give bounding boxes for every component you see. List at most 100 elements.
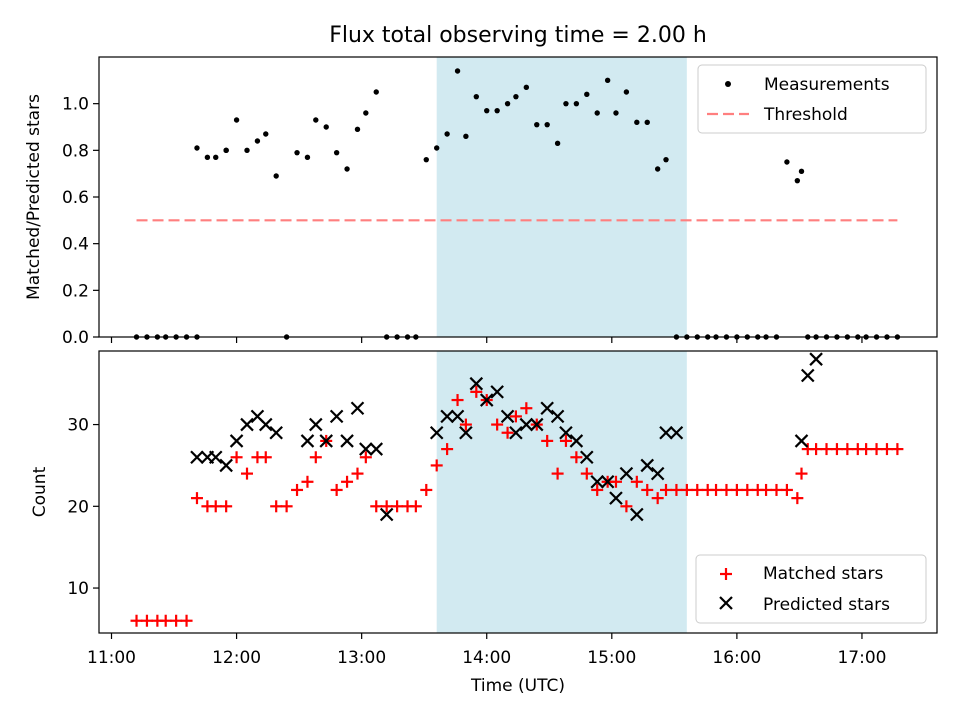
matched-star-point — [491, 418, 504, 431]
predicted-star-point — [269, 425, 283, 440]
predicted-star-point — [809, 352, 823, 366]
matched-star-point — [459, 418, 472, 431]
legend-matched-label: Matched stars — [763, 564, 883, 584]
measurement-point — [594, 110, 600, 116]
matched-star-point — [330, 483, 343, 496]
matched-star-point — [770, 483, 783, 496]
matched-star-point — [651, 492, 664, 505]
predicted-star-point — [309, 417, 323, 432]
x-axis-label: Time (UTC) — [470, 676, 565, 696]
predicted-star-point — [359, 442, 373, 456]
x-tick-label: 13:00 — [337, 648, 386, 668]
measurement-point — [194, 145, 200, 151]
predicted-star-point — [659, 425, 673, 440]
measurement-point — [444, 131, 450, 137]
measurement-point — [784, 159, 790, 165]
predicted-star-point — [640, 458, 655, 473]
matched-star-point — [351, 467, 364, 480]
predicted-star-point — [490, 385, 504, 399]
matched-star-point — [309, 451, 322, 464]
top-panel: 0.0 0.2 0.4 0.6 0.8 1.0 Matched/Predicted sta… — [24, 56, 938, 348]
matched-star-point — [741, 483, 754, 496]
measurement-point — [323, 124, 329, 130]
predicted-star-point — [329, 409, 344, 424]
y-tick-label: 0.4 — [62, 235, 89, 255]
measurement-point — [223, 147, 229, 154]
measurement-point — [654, 166, 661, 172]
matched-star-point — [591, 483, 604, 496]
predicted-star-point — [369, 442, 384, 456]
legend-measurement-marker — [725, 81, 731, 87]
matched-star-point — [730, 483, 743, 496]
predicted-stars-points — [190, 352, 823, 522]
predicted-star-point — [794, 434, 809, 448]
predicted-star-point — [559, 425, 573, 440]
top-y-ticks: 0.0 0.2 0.4 0.6 0.8 1.0 — [62, 95, 99, 348]
predicted-star-point — [519, 417, 534, 432]
measurement-point — [634, 119, 640, 126]
matched-star-point — [420, 483, 433, 496]
x-tick-label: 11:00 — [87, 648, 136, 668]
predicted-star-point — [580, 450, 594, 465]
matched-star-point — [891, 443, 904, 456]
matched-star-point — [570, 451, 583, 464]
matched-star-point — [380, 500, 393, 513]
matched-star-point — [301, 475, 314, 488]
measurement-point — [523, 84, 530, 91]
predicted-star-point — [440, 409, 454, 424]
matched-star-point — [140, 614, 153, 627]
matched-star-point — [341, 475, 354, 488]
matched-star-point — [541, 434, 554, 447]
predicted-star-point — [609, 491, 623, 505]
predicted-star-point — [459, 425, 473, 440]
predicted-star-point — [500, 409, 515, 424]
bottom-legend-box — [695, 554, 927, 624]
top-y-axis-label: Matched/Predicted stars — [24, 94, 44, 300]
measurement-points — [133, 68, 901, 340]
measurement-point — [204, 154, 211, 161]
matched-star-point — [710, 483, 723, 496]
matched-star-point — [501, 426, 514, 439]
predicted-star-point — [219, 458, 233, 473]
measurement-point — [313, 117, 319, 123]
matched-star-point — [520, 402, 533, 415]
matched-star-point — [430, 459, 443, 472]
predicted-star-point — [479, 393, 494, 407]
matched-star-point — [470, 385, 483, 398]
matched-star-point — [291, 483, 304, 496]
measurement-point — [213, 154, 219, 161]
matched-star-point — [830, 443, 843, 456]
x-tick-label: 14:00 — [462, 648, 511, 668]
matched-star-point — [270, 500, 283, 513]
bottom-legend: Matched stars Predicted stars — [695, 554, 927, 624]
y-tick-label: 0.8 — [62, 141, 89, 161]
bottom-y-axis-label: Count — [30, 466, 50, 517]
matched-star-point — [180, 614, 193, 627]
predicted-star-point — [450, 409, 465, 424]
legend-threshold-label: Threshold — [763, 105, 848, 125]
predicted-star-point — [529, 417, 544, 432]
measurement-point — [623, 89, 630, 95]
predicted-star-point — [319, 434, 333, 448]
measurement-point — [263, 131, 269, 137]
top-legend: Measurements Threshold — [697, 64, 927, 134]
matched-star-point — [391, 500, 404, 513]
matched-star-point — [190, 492, 203, 505]
matched-star-point — [209, 500, 222, 513]
predicted-star-point — [340, 434, 354, 448]
measurement-point — [333, 149, 340, 156]
matched-star-point — [820, 443, 833, 456]
measurement-point — [233, 117, 240, 123]
x-tick-label: 16:00 — [712, 648, 761, 668]
matched-star-point — [670, 483, 683, 496]
legend-predicted-label: Predicted stars — [763, 595, 890, 615]
matched-star-point — [691, 483, 704, 496]
matched-star-point — [241, 467, 254, 480]
matched-star-point — [451, 394, 464, 407]
y-tick-label: 0.2 — [62, 281, 89, 301]
predicted-star-point — [800, 368, 815, 383]
matched-star-point — [630, 475, 643, 488]
measurement-point — [798, 168, 805, 175]
matched-star-point — [130, 614, 143, 627]
